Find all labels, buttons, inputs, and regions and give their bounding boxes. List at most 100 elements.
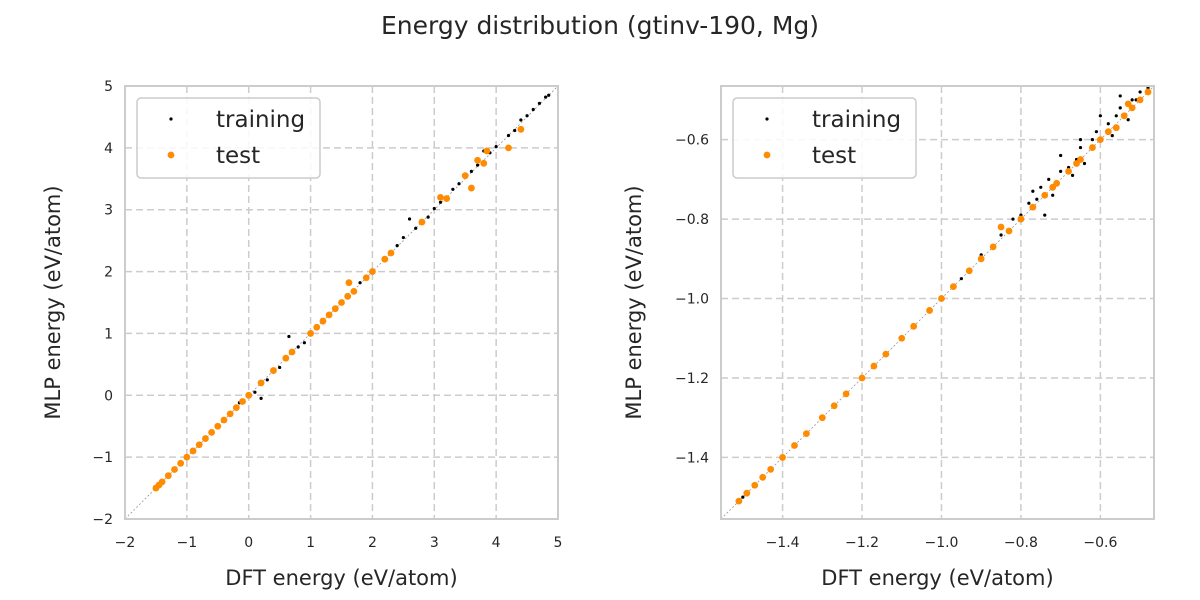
- test-point: [443, 195, 451, 202]
- training-point: [475, 163, 480, 167]
- test-point: [307, 330, 314, 337]
- test-point: [977, 255, 985, 263]
- series-test: [152, 125, 525, 492]
- y-tick-label: 0: [104, 388, 113, 404]
- test-point: [949, 283, 957, 291]
- test-point: [767, 465, 775, 473]
- test-point: [220, 416, 228, 424]
- training-point: [544, 95, 548, 99]
- test-point: [345, 279, 353, 287]
- test-point: [319, 317, 327, 325]
- y-tick-label: −1.0: [675, 292, 709, 308]
- training-point: [265, 378, 269, 382]
- training-point: [278, 365, 282, 370]
- test-point: [842, 390, 850, 398]
- y-tick-label: 5: [104, 79, 113, 95]
- training-point: [457, 182, 461, 186]
- test-point: [1029, 203, 1037, 211]
- test-point: [803, 430, 810, 437]
- test-point: [483, 147, 491, 155]
- training-point: [547, 93, 551, 97]
- training-point: [1118, 106, 1122, 110]
- test-point: [1089, 144, 1096, 151]
- legend: training test: [136, 97, 321, 179]
- training-point: [1027, 201, 1031, 205]
- test-point: [313, 323, 321, 331]
- test-point: [245, 391, 253, 399]
- x-tick-label: −0.8: [1004, 535, 1038, 551]
- training-point: [506, 133, 511, 138]
- legend-label-test: test: [812, 143, 856, 169]
- x-tick-label: −2: [115, 535, 136, 551]
- test-point: [257, 379, 265, 387]
- test-point: [1112, 124, 1120, 132]
- y-tick-label: 3: [104, 203, 113, 219]
- training-point: [1043, 213, 1047, 217]
- test-point: [870, 362, 878, 370]
- test-point: [938, 295, 945, 302]
- legend-label-training: training: [216, 107, 305, 133]
- x-tick-label: −1.2: [845, 535, 879, 551]
- y-tick-label: −1: [92, 450, 113, 466]
- test-point: [288, 348, 296, 356]
- test-point: [331, 305, 339, 313]
- x-tick-label: −1.4: [766, 535, 800, 551]
- test-point: [505, 144, 512, 152]
- training-point: [438, 200, 443, 204]
- training-point: [1110, 134, 1114, 138]
- test-point: [232, 404, 240, 412]
- training-point: [395, 243, 399, 248]
- training-point: [1070, 173, 1075, 177]
- legend-box: [136, 97, 321, 179]
- training-point: [302, 341, 306, 345]
- axes-frame: [720, 85, 1155, 520]
- training-point: [1078, 145, 1083, 150]
- training-point: [469, 169, 473, 173]
- test-point: [183, 453, 191, 461]
- test-point: [1120, 112, 1128, 120]
- right-scatter-panel: −1.4 −1.2 −1.0 −0.8 −0.6 −1.4 −1.2 −1.0 −0.8 −0.6…: [622, 85, 1155, 590]
- test-point: [791, 442, 798, 449]
- test-point: [898, 334, 906, 342]
- test-point: [202, 435, 209, 442]
- training-point: [1059, 153, 1063, 158]
- training-point: [1114, 114, 1118, 118]
- test-point: [965, 267, 973, 275]
- y-tick-label: 1: [104, 326, 113, 342]
- legend-label-test: test: [216, 143, 260, 169]
- test-point: [1049, 183, 1057, 191]
- plot-area: [125, 86, 558, 519]
- test-point: [858, 374, 866, 382]
- test-point: [882, 350, 890, 358]
- test-point: [759, 473, 767, 481]
- training-point: [1078, 138, 1083, 142]
- test-point: [1136, 96, 1144, 104]
- training-point: [741, 495, 745, 499]
- training-point: [296, 345, 300, 349]
- training-point: [531, 107, 535, 112]
- test-point: [226, 410, 234, 418]
- test-point: [350, 287, 358, 295]
- test-point: [164, 472, 172, 480]
- training-point: [1039, 185, 1043, 189]
- training-point: [1130, 98, 1134, 102]
- y-tick-label: −1.2: [675, 371, 709, 387]
- test-point: [189, 447, 197, 455]
- training-point: [494, 145, 498, 149]
- test-point: [195, 441, 203, 449]
- x-tick-label: 2: [368, 535, 377, 551]
- test-point: [1041, 191, 1049, 199]
- test-point: [1065, 168, 1072, 175]
- training-point: [959, 277, 963, 281]
- test-point: [362, 274, 370, 282]
- training-point: [426, 215, 430, 219]
- plot-area: [721, 86, 1154, 519]
- test-point: [1096, 136, 1104, 144]
- y-tick-label: 4: [104, 141, 113, 157]
- test-point: [214, 422, 222, 430]
- training-point: [513, 128, 517, 133]
- test-point: [1144, 88, 1152, 96]
- x-tick-label: 4: [492, 535, 501, 551]
- test-point: [282, 354, 290, 362]
